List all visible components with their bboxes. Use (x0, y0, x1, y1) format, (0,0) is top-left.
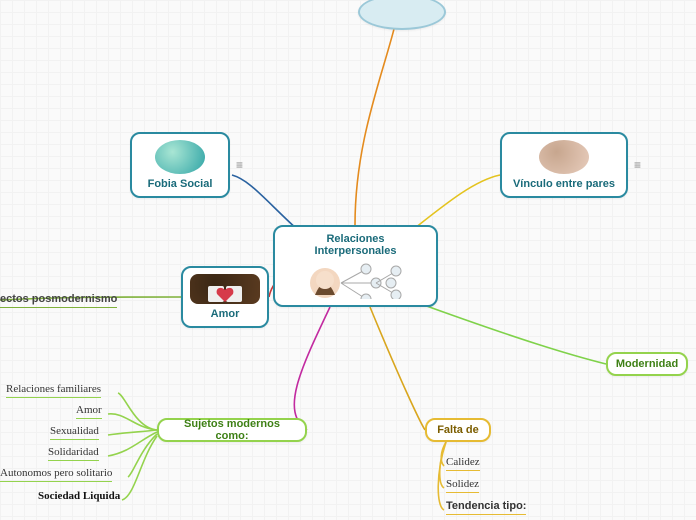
leaf-label: ectos posmodernismo (0, 293, 117, 308)
leaf-label: Relaciones familiares (6, 383, 101, 398)
node-fobia-social[interactable]: Fobia Social (130, 132, 230, 198)
node-central[interactable]: Relaciones Interpersonales (273, 225, 438, 307)
vinculo-icon (539, 140, 589, 174)
node-modernidad[interactable]: Modernidad (606, 352, 688, 376)
leaf-label: Sexualidad (50, 425, 99, 440)
node-label: Falta de (437, 424, 479, 436)
node-central-label: Relaciones Interpersonales (285, 233, 426, 257)
leaf-label: Amor (76, 404, 102, 419)
node-label: Sujetos modernos como: (169, 418, 295, 442)
leaf-label: Solidez (446, 478, 479, 493)
node-vinculo-pares[interactable]: Vínculo entre pares (500, 132, 628, 198)
handle-icon[interactable]: ≡ (634, 158, 644, 168)
node-label: Modernidad (616, 358, 678, 370)
node-sujetos-modernos[interactable]: Sujetos modernos como: (157, 418, 307, 442)
handle-icon[interactable]: ≡ (236, 158, 246, 168)
fobia-icon (155, 140, 205, 174)
leaf-label: Sociedad Liquida (38, 490, 120, 502)
leaf-label: Calidez (446, 456, 480, 471)
amor-icon (190, 274, 260, 304)
node-amor[interactable]: Amor (181, 266, 269, 328)
central-illustration (301, 261, 411, 299)
node-top-partial (358, 0, 446, 30)
leaf-label: Autonomos pero solitario (0, 467, 112, 482)
leaf-label: Solidaridad (48, 446, 99, 461)
leaf-label: Tendencia tipo: (446, 500, 526, 515)
node-label: Vínculo entre pares (513, 178, 615, 190)
node-label: Fobia Social (148, 178, 213, 190)
node-falta-de[interactable]: Falta de (425, 418, 491, 442)
